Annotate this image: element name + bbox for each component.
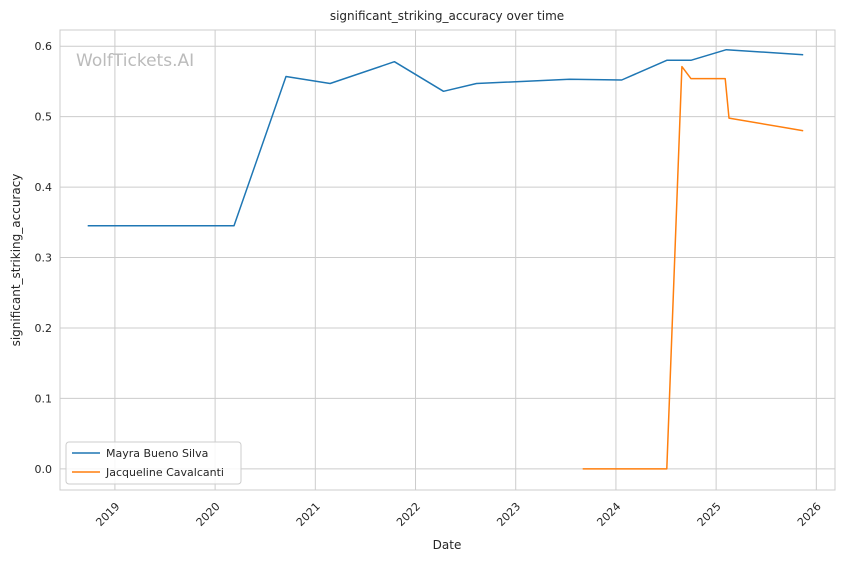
x-tick-label: 2024 — [594, 500, 623, 529]
x-tick-label: 2023 — [494, 500, 523, 529]
legend: Mayra Bueno Silva Jacqueline Cavalcanti — [65, 441, 242, 485]
y-tick-label: 0.1 — [35, 392, 53, 405]
x-tick-labels: 2019 2020 2021 2022 2023 2024 2025 2026 — [93, 500, 823, 529]
y-tick-labels: 0.0 0.1 0.2 0.3 0.4 0.5 0.6 — [35, 40, 53, 476]
series-line-1 — [582, 65, 804, 470]
legend-label-mayra: Mayra Bueno Silva — [106, 447, 208, 460]
x-tick-label: 2025 — [695, 500, 724, 529]
x-tick-label: 2026 — [795, 500, 824, 529]
y-tick-label: 0.5 — [35, 111, 53, 124]
x-axis-label: Date — [433, 538, 462, 552]
y-tick-label: 0.3 — [35, 252, 53, 265]
x-tick-label: 2019 — [93, 500, 122, 529]
legend-label-jacqueline: Jacqueline Cavalcanti — [105, 466, 224, 479]
x-tick-label: 2020 — [194, 500, 223, 529]
y-axis-label: significant_striking_accuracy — [9, 174, 23, 347]
grid — [60, 30, 835, 490]
legend-box — [65, 441, 242, 485]
x-tick-label: 2021 — [294, 500, 323, 529]
x-tick-label: 2022 — [394, 500, 423, 529]
chart-title: significant_striking_accuracy over time — [330, 9, 564, 23]
y-tick-label: 0.2 — [35, 322, 53, 335]
watermark: WolfTickets.AI — [76, 51, 194, 71]
y-tick-label: 0.4 — [35, 181, 53, 194]
series-lines — [87, 48, 804, 470]
y-tick-label: 0.0 — [35, 463, 53, 476]
series-line-0 — [87, 48, 804, 227]
plot-frame — [59, 29, 836, 491]
y-tick-label: 0.6 — [35, 40, 53, 53]
